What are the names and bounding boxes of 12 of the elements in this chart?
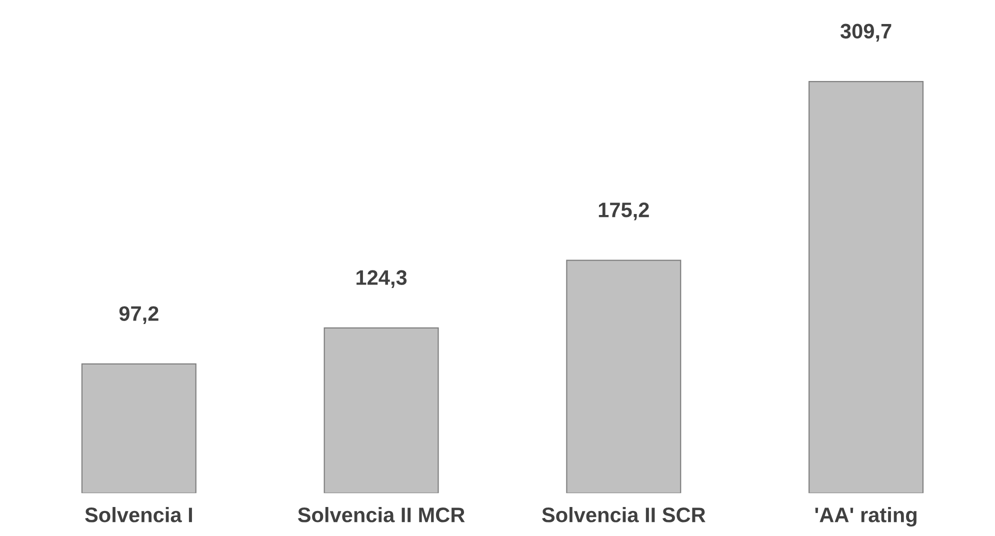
x-tick-label: 'AA' rating [815, 507, 916, 527]
x-tick-label: Solvencia II MCR [298, 507, 465, 522]
bar [81, 363, 196, 494]
data-label: 97,2 [119, 306, 158, 324]
data-label: 124,3 [356, 270, 407, 288]
x-tick-label: Solvencia II SCR [542, 507, 706, 522]
data-label: 309,7 [840, 24, 892, 42]
bar [324, 327, 439, 494]
bar [808, 80, 924, 494]
x-tick-label: Solvencia I [85, 507, 192, 522]
data-label: 175,2 [598, 202, 649, 220]
bar [566, 260, 682, 494]
